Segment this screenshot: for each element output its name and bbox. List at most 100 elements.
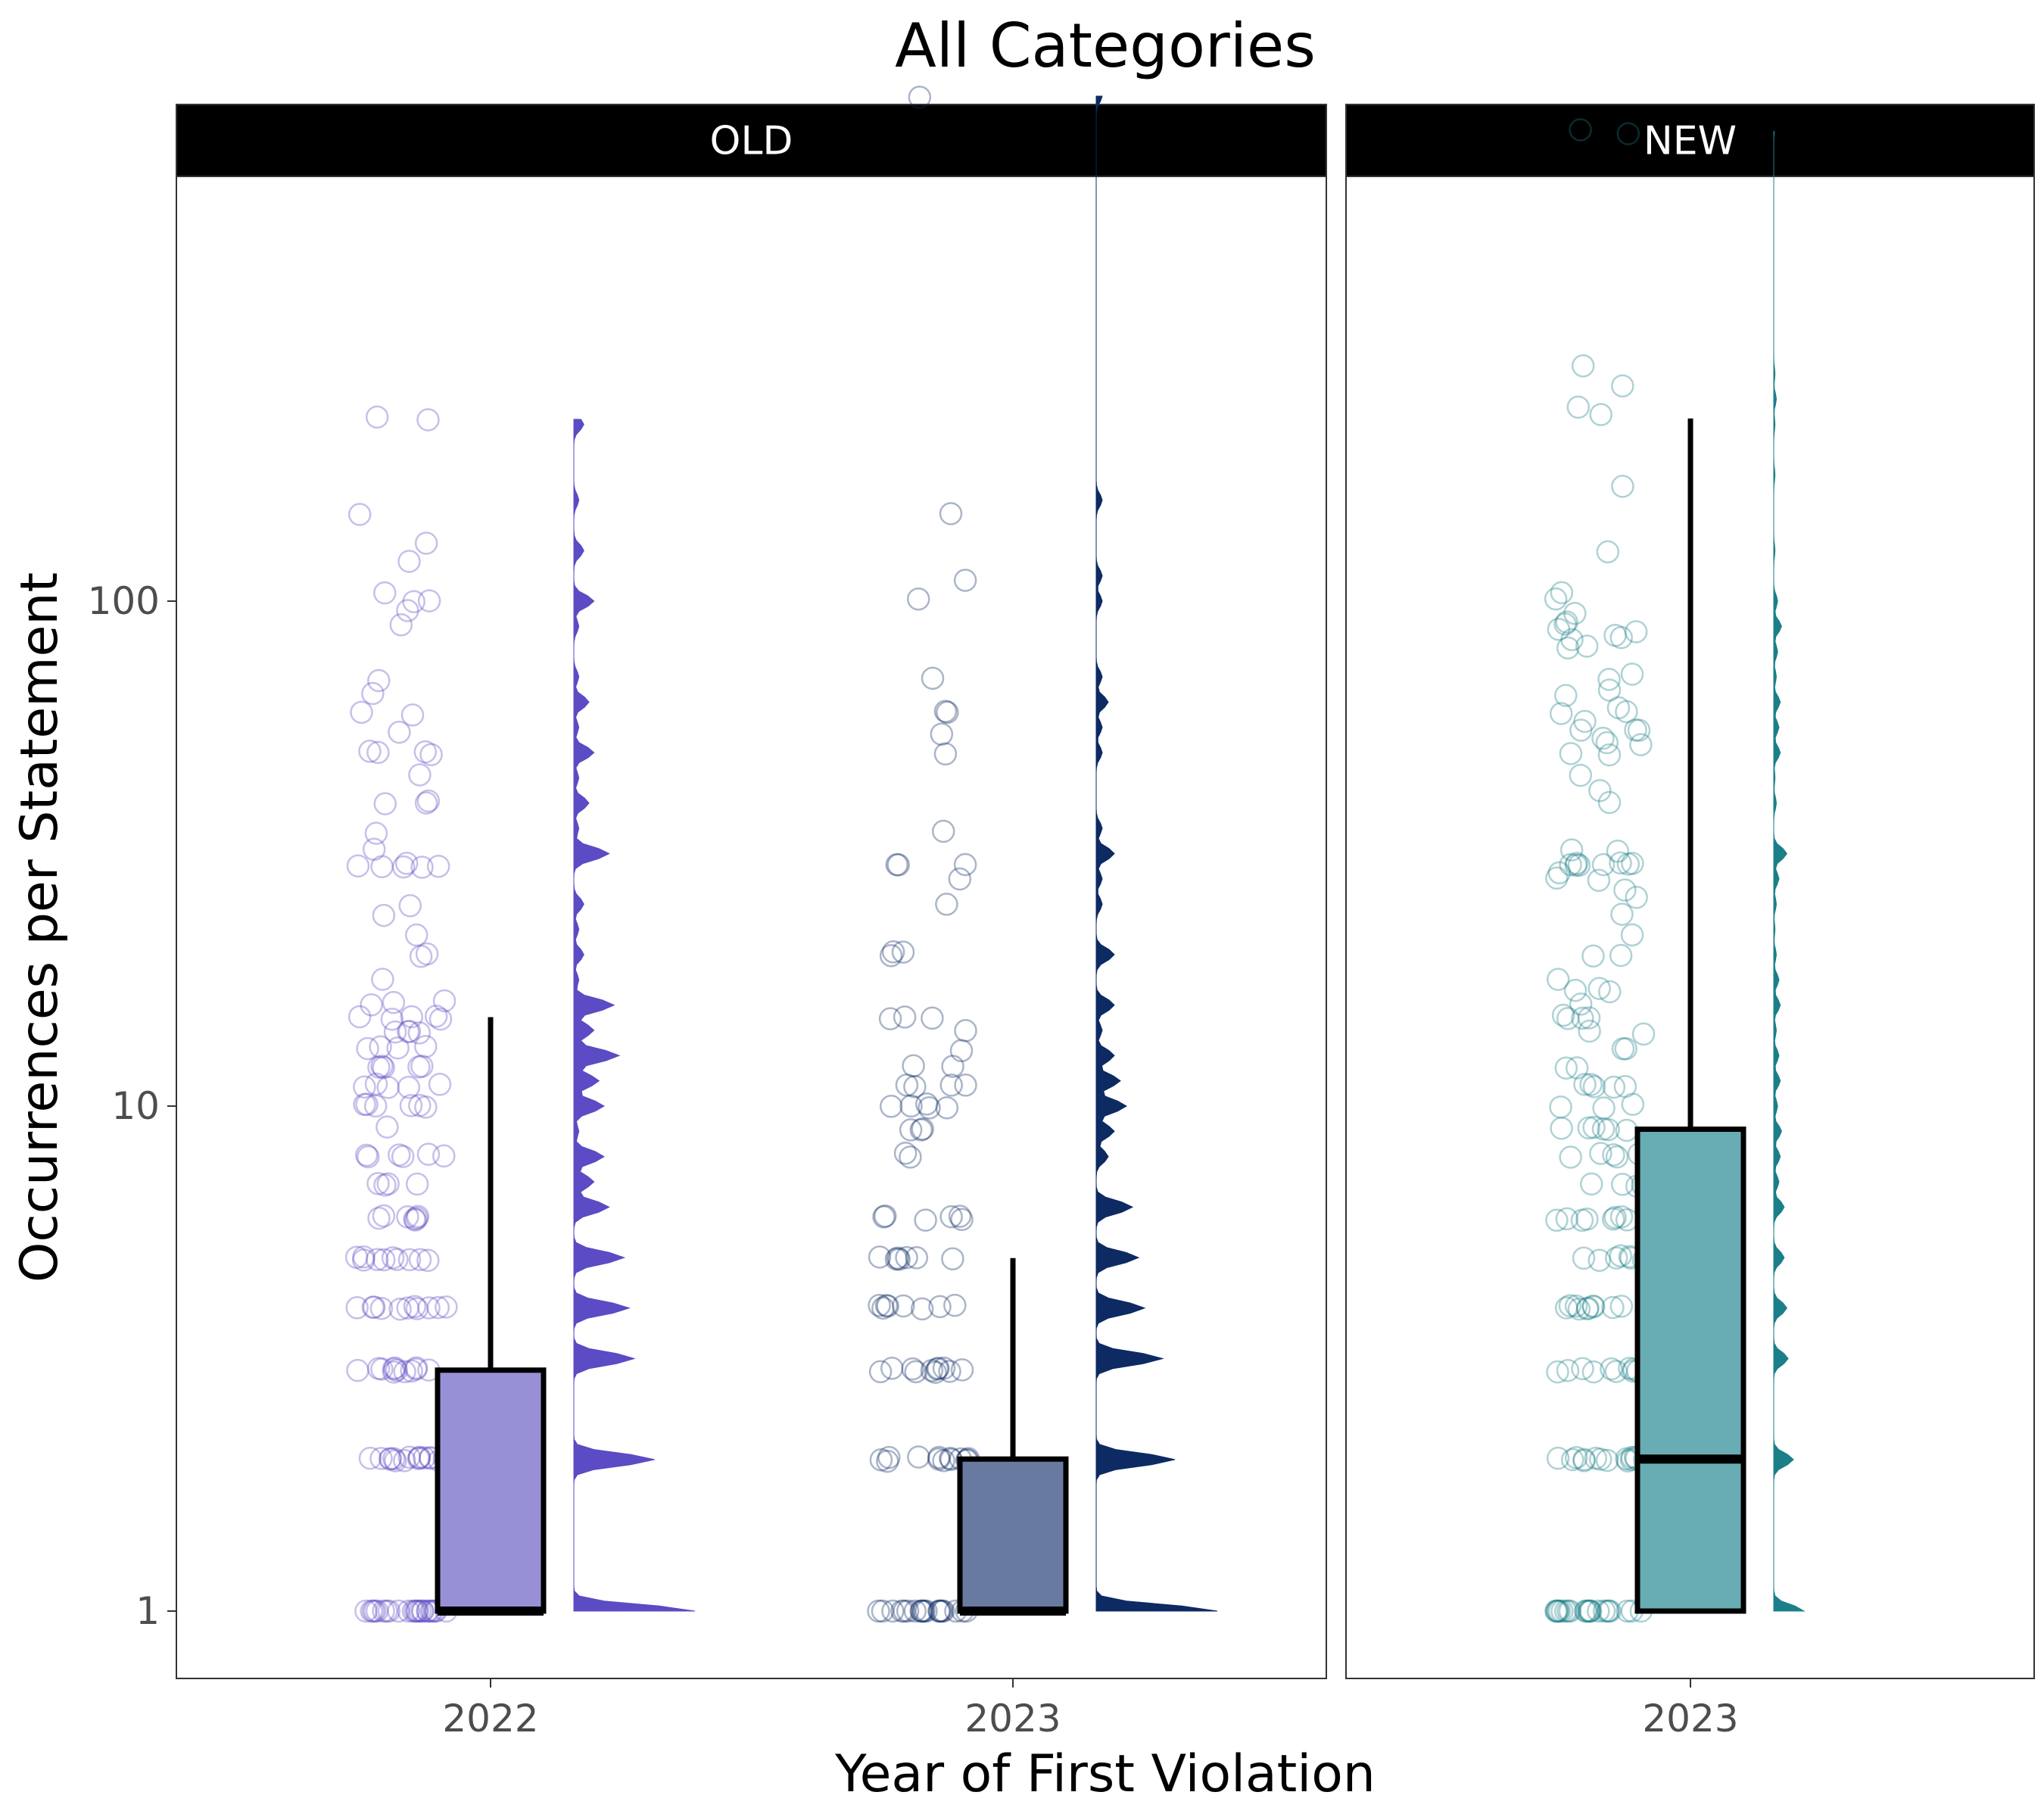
data-point xyxy=(953,569,977,592)
data-point xyxy=(1544,1599,1568,1623)
data-point xyxy=(879,943,903,968)
data-point xyxy=(346,854,370,877)
data-point xyxy=(375,1599,398,1623)
data-point xyxy=(1591,852,1616,877)
data-point xyxy=(893,1141,918,1165)
data-point xyxy=(1547,617,1571,641)
data-point xyxy=(407,1445,432,1469)
data-point xyxy=(416,789,441,813)
data-point xyxy=(388,1143,411,1167)
data-point xyxy=(369,1035,392,1059)
data-point xyxy=(1614,1036,1637,1061)
data-point xyxy=(370,1357,394,1381)
x-tick-label: 2023 xyxy=(964,1697,1061,1741)
data-point xyxy=(1564,1446,1588,1469)
data-point xyxy=(397,550,421,573)
data-point xyxy=(1554,1296,1578,1320)
data-point xyxy=(1549,1095,1572,1119)
data-point xyxy=(364,821,388,845)
data-point xyxy=(1559,838,1584,862)
group-new-2023: 2023 xyxy=(1544,118,1806,1741)
data-point xyxy=(1545,866,1569,890)
data-point xyxy=(1576,1599,1600,1623)
data-point xyxy=(1558,1599,1582,1623)
data-point xyxy=(405,1297,429,1320)
data-point xyxy=(385,1248,409,1271)
data-point xyxy=(404,1208,427,1232)
data-point xyxy=(345,1296,369,1320)
data-point xyxy=(397,1445,421,1469)
data-point xyxy=(397,1599,420,1623)
data-point xyxy=(414,531,438,555)
data-point xyxy=(1559,742,1583,765)
data-point xyxy=(930,722,954,746)
data-point xyxy=(357,1145,380,1169)
data-point xyxy=(908,86,932,109)
data-point xyxy=(905,1246,929,1270)
data-point xyxy=(414,791,438,815)
data-point xyxy=(1547,861,1572,885)
data-point xyxy=(909,1118,933,1142)
data-point xyxy=(871,1296,895,1320)
data-point xyxy=(1606,840,1630,863)
data-point xyxy=(906,587,930,611)
data-point xyxy=(886,853,910,877)
data-point xyxy=(1609,1244,1632,1268)
data-point xyxy=(415,942,439,966)
group-old-2023: 2023 xyxy=(867,86,1218,1741)
data-point xyxy=(1560,628,1584,652)
data-point xyxy=(1575,1297,1600,1321)
data-point xyxy=(1615,700,1638,724)
data-point xyxy=(1563,978,1588,1002)
data-point xyxy=(386,1036,410,1060)
data-point xyxy=(1553,612,1577,636)
data-point xyxy=(924,1360,947,1384)
data-point xyxy=(369,1296,394,1320)
data-point xyxy=(943,1293,967,1317)
data-point xyxy=(932,1356,956,1380)
data-point xyxy=(354,1143,379,1167)
data-point xyxy=(403,1295,427,1319)
data-point xyxy=(939,1074,963,1097)
data-point xyxy=(352,1245,375,1269)
data-point xyxy=(1553,1599,1578,1623)
data-point xyxy=(394,852,419,875)
data-point xyxy=(373,1173,397,1197)
data-point xyxy=(1567,853,1591,877)
data-point xyxy=(881,1599,905,1623)
data-point xyxy=(868,1245,892,1269)
data-point xyxy=(372,903,396,927)
data-point xyxy=(1587,1599,1610,1623)
data-point xyxy=(1550,1599,1574,1623)
data-point xyxy=(904,1360,927,1384)
data-point xyxy=(405,923,428,947)
data-point xyxy=(1555,610,1578,634)
data-point xyxy=(1582,1115,1606,1139)
data-point xyxy=(929,1599,952,1623)
data-point xyxy=(1573,1599,1597,1623)
data-point xyxy=(1569,993,1593,1016)
data-point xyxy=(925,1357,949,1381)
data-point xyxy=(413,740,438,764)
data-point xyxy=(1547,1599,1572,1623)
data-point xyxy=(899,1145,922,1169)
data-point xyxy=(1545,1208,1569,1232)
data-point xyxy=(403,1207,426,1231)
density-half-violin xyxy=(1095,95,1218,1612)
density-half-violin xyxy=(1773,131,1806,1612)
data-point xyxy=(1544,587,1568,611)
data-point xyxy=(1629,733,1653,756)
data-point xyxy=(1591,726,1615,750)
data-point xyxy=(1558,1294,1582,1317)
data-point xyxy=(356,1036,379,1061)
data-point xyxy=(1611,475,1634,498)
data-point xyxy=(397,1075,421,1099)
group-old-2022: 2022 xyxy=(344,405,696,1741)
data-point xyxy=(909,1599,933,1623)
data-point xyxy=(1575,1207,1599,1231)
data-point xyxy=(920,1358,944,1382)
data-point xyxy=(953,852,977,877)
data-point xyxy=(373,581,397,605)
data-point xyxy=(372,1055,395,1080)
data-point xyxy=(1620,662,1644,686)
